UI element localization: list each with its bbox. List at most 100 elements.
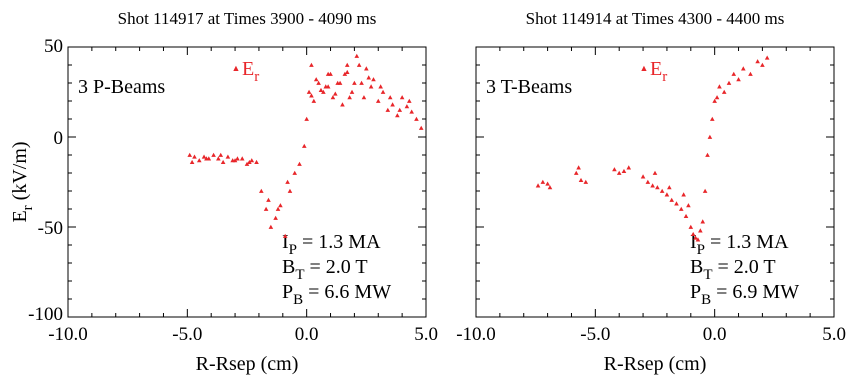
data-point: [268, 224, 274, 229]
data-point: [273, 215, 278, 220]
data-point: [204, 156, 209, 161]
data-point: [404, 104, 410, 109]
data-point: [650, 183, 655, 188]
data-point: [686, 203, 691, 208]
data-point: [330, 95, 336, 100]
data-point: [700, 219, 706, 224]
data-point: [216, 156, 221, 161]
data-point: [664, 192, 670, 197]
data-point: [259, 188, 264, 193]
legend-label: Er: [650, 58, 667, 85]
param-ip: IP = 1.3 MA: [690, 231, 789, 258]
x-axis-label: R-Rsep (cm): [196, 353, 299, 375]
data-point: [741, 66, 746, 71]
data-point: [364, 66, 369, 71]
data-point: [731, 71, 737, 76]
data-point: [674, 201, 679, 206]
data-point: [764, 55, 770, 60]
data-point: [309, 62, 314, 67]
data-point: [249, 158, 255, 163]
data-point: [282, 233, 288, 238]
data-point: [721, 89, 727, 94]
x-tick-label: 5.0: [822, 324, 846, 345]
plot-frame: [67, 46, 427, 318]
data-point: [387, 95, 393, 100]
data-point: [535, 183, 541, 188]
data-point: [626, 165, 632, 170]
y-tick-label: 0: [54, 128, 64, 149]
data-point: [318, 87, 324, 93]
data-point: [325, 84, 331, 89]
data-point: [655, 185, 660, 190]
data-point: [578, 177, 584, 183]
data-point: [726, 80, 732, 85]
data-point: [409, 109, 414, 114]
data-point: [375, 98, 381, 103]
data-point: [712, 98, 717, 103]
data-point: [755, 59, 760, 64]
data-point: [311, 98, 317, 103]
data-point: [297, 161, 302, 166]
panel-right: Shot 114914 at Times 4300 - 4400 ms -10.0…: [456, 9, 846, 375]
legend-label: Er: [242, 58, 259, 85]
data-point: [399, 95, 405, 100]
data-point: [244, 161, 250, 166]
data-point: [287, 188, 293, 193]
data-point: [378, 84, 383, 89]
data-point: [683, 213, 689, 219]
data-point: [344, 69, 350, 75]
data-point: [328, 71, 333, 76]
data-point: [748, 71, 753, 76]
legend-marker: ▲: [232, 63, 241, 73]
data-point: [306, 89, 312, 94]
data-point: [313, 77, 319, 82]
data-point: [640, 174, 646, 179]
data-point: [263, 206, 269, 211]
data-point: [218, 152, 224, 157]
data-point: [717, 84, 722, 89]
data-point: [695, 237, 701, 242]
data-point: [316, 80, 321, 85]
data-point: [667, 185, 672, 190]
param-pb: PB = 6.9 MW: [690, 281, 799, 308]
data-point: [612, 167, 617, 172]
x-tick-label: -10.0: [456, 324, 496, 345]
x-tick-label: -10.0: [48, 324, 88, 345]
data-point: [275, 206, 281, 211]
data-point: [698, 228, 703, 233]
data-point: [321, 89, 326, 94]
data-point: [371, 77, 376, 82]
data-point: [347, 95, 352, 100]
x-tick-label: 5.0: [414, 324, 438, 345]
data-point: [239, 156, 245, 161]
data-point: [714, 95, 720, 100]
data-point: [337, 80, 343, 85]
data-point: [304, 116, 309, 121]
data-point: [368, 84, 374, 89]
data-point: [705, 152, 710, 157]
data-point: [645, 179, 651, 184]
param-ip: IP = 1.3 MA: [282, 231, 381, 258]
data-point: [736, 77, 741, 82]
series-er: [187, 53, 424, 238]
data-point: [688, 224, 694, 229]
beam-label: 3 T-Beams: [486, 76, 572, 98]
data-point: [690, 231, 696, 237]
data-point: [760, 62, 765, 67]
panel-left: Shot 114917 at Times 3900 - 4090 ms -10.0…: [9, 9, 438, 375]
data-point: [366, 75, 372, 80]
x-axis-label: R-Rsep (cm): [604, 353, 707, 375]
param-bt: BT = 2.0 T: [690, 256, 776, 283]
x-tick-label: -5.0: [172, 324, 202, 345]
data-point: [266, 197, 271, 202]
data-point: [395, 113, 400, 118]
data-point: [235, 156, 240, 161]
data-point: [254, 159, 259, 165]
data-point: [576, 165, 581, 170]
y-tick-label: -100: [28, 304, 63, 325]
legend: ▲ Er: [640, 58, 668, 85]
data-point: [659, 188, 665, 193]
data-point: [359, 80, 364, 85]
data-point: [187, 152, 193, 157]
